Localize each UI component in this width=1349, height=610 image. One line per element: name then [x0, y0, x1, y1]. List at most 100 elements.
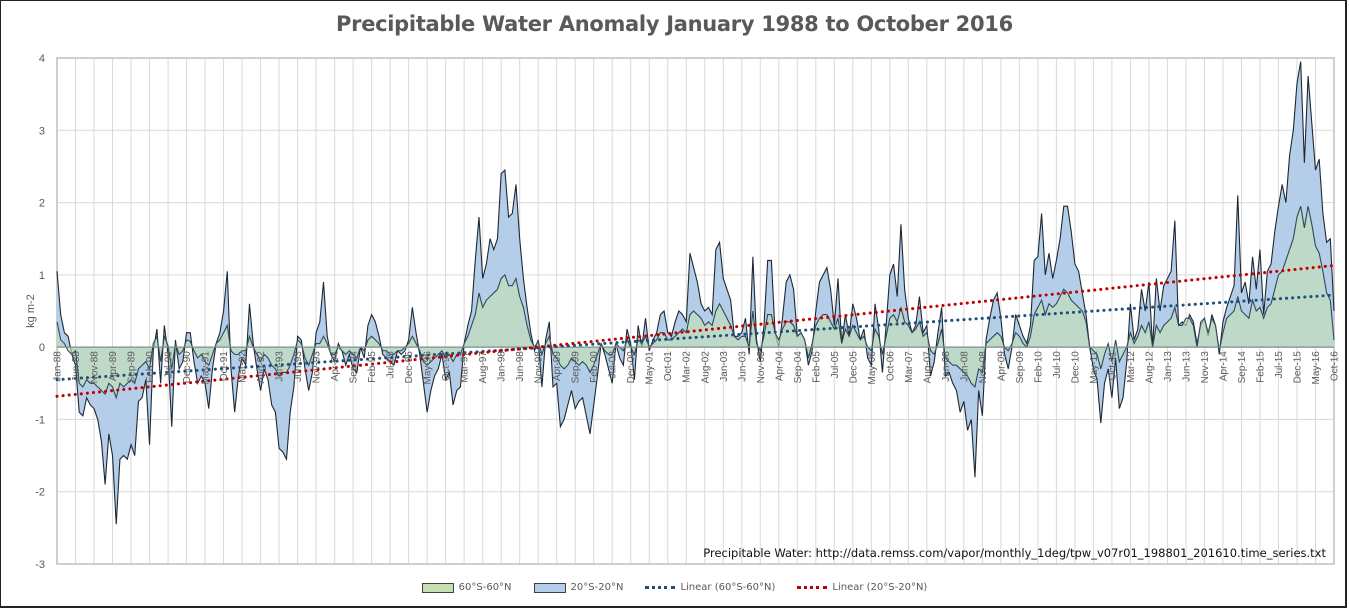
x-tick-label: Jun-98: [515, 351, 526, 382]
x-tick-label: Nov-88: [90, 351, 101, 384]
legend-swatch: [533, 582, 566, 593]
x-tick-label: Feb-95: [367, 351, 378, 383]
x-tick-label: Feb-00: [589, 351, 600, 383]
legend-swatch: [421, 582, 454, 593]
x-tick-label: Jul-15: [1274, 351, 1285, 379]
x-tick-label: Jan-03: [719, 351, 730, 382]
x-tick-label: Nov-98: [534, 351, 545, 384]
x-tick-label: Dec-00: [626, 351, 637, 384]
x-tick-label: Dec-95: [404, 351, 415, 384]
x-tick-label: Aug-02: [700, 351, 711, 384]
x-tick-label: Oct-01: [663, 351, 674, 381]
x-tick-label: Jun-08: [959, 351, 970, 382]
legend-item: Linear (20°S-20°N): [797, 582, 927, 593]
x-tick-label: Apr-94: [330, 351, 341, 381]
trendline-60s-60n: [55, 293, 1336, 382]
x-tick-label: Sep-14: [1237, 351, 1248, 384]
x-tick-label: Oct-16: [1330, 351, 1341, 381]
x-tick-label: Dec-90: [182, 351, 193, 384]
legend-label: 20°S-20°N: [570, 582, 624, 593]
chart-title: Precipitable Water Anomaly January 1988 …: [336, 12, 1013, 36]
x-tick-label: Mar-12: [1126, 351, 1137, 383]
x-tick-label: Nov-13: [1200, 351, 1211, 384]
x-tick-label: Apr-89: [108, 351, 119, 381]
x-tick-label: Jan-13: [1163, 351, 1174, 382]
y-tick-label: 0: [39, 342, 45, 354]
trendline-20s-20n: [55, 263, 1336, 398]
x-tick-label: May-91: [201, 351, 212, 385]
x-tick-label: Oct-91: [219, 351, 230, 381]
x-tick-label: May-06: [867, 351, 878, 385]
x-tick-label: Jan-93: [275, 351, 286, 382]
x-tick-label: Apr-09: [996, 351, 1007, 381]
y-tick-label: -1: [35, 414, 45, 426]
line-60s-60n: [56, 206, 1335, 400]
legend-item: 20°S-20°N: [533, 582, 624, 593]
legend: 60°S-60°N 20°S-20°N Linear (60°S-60°N) Line…: [0, 582, 1349, 593]
x-tick-label: Jun-93: [293, 351, 304, 382]
x-tick-label: May-16: [1311, 351, 1322, 385]
x-tick-label: Jan-88: [53, 351, 64, 382]
x-tick-label: Apr-14: [1218, 351, 1229, 381]
axes: 4 3 2 1 0 -1 -2 -3 Jan-88 Jun-88 Nov-88 Apr-89 Sep-8…: [35, 53, 1340, 571]
x-tick-label: Aug-12: [1144, 351, 1155, 384]
y-tick-label: 1: [39, 270, 45, 282]
x-tick-label: Feb-90: [145, 351, 156, 383]
x-tick-label: Aug-92: [256, 351, 267, 384]
x-tick-label: Aug-07: [922, 351, 933, 384]
legend-label: Linear (20°S-20°N): [832, 582, 928, 593]
area-20s-20n: [57, 61, 1334, 525]
x-tick-label: Sep-09: [1015, 351, 1026, 384]
y-tick-label: 4: [39, 53, 45, 65]
line-20s-20n: [56, 61, 1335, 525]
y-tick-label: -3: [35, 559, 45, 571]
x-tick-label: May-01: [645, 351, 656, 385]
x-tick-label: Sep-94: [349, 351, 360, 384]
series-areas: [56, 61, 1335, 525]
y-tick-label: -2: [35, 487, 45, 499]
x-tick-label: Feb-10: [1033, 351, 1044, 383]
y-axis-label: kg m-2: [25, 294, 37, 328]
x-tick-label: Jun-03: [737, 351, 748, 382]
x-tick-label: May-96: [423, 351, 434, 385]
x-tick-label: Jul-05: [830, 351, 841, 379]
x-tick-label: Aug-97: [478, 351, 489, 384]
x-tick-label: Mar-02: [682, 351, 693, 383]
x-tick-label: Feb-15: [1255, 351, 1266, 383]
x-tick-label: Nov-93: [312, 351, 323, 384]
legend-dotted-line: [797, 586, 828, 589]
legend-label: 60°S-60°N: [458, 582, 512, 593]
x-tick-label: Mar-97: [460, 351, 471, 383]
x-tick-label: Apr-04: [774, 351, 785, 381]
legend-dotted-line: [645, 586, 676, 589]
x-tick-label: Jun-13: [1181, 351, 1192, 382]
x-tick-label: Oct-06: [885, 351, 896, 381]
x-tick-label: Oct-11: [1107, 351, 1118, 381]
x-tick-label: Sep-04: [793, 351, 804, 384]
x-tick-label: Nov-08: [978, 351, 989, 384]
legend-label: Linear (60°S-60°N): [680, 582, 776, 593]
x-tick-label: Jan-08: [941, 351, 952, 382]
x-tick-label: Dec-05: [848, 351, 859, 384]
x-tick-label: Jul-95: [386, 351, 397, 379]
x-tick-label: May-11: [1089, 351, 1100, 384]
x-tick-label: Dec-10: [1070, 351, 1081, 384]
trendlines: [55, 263, 1336, 398]
legend-item: 60°S-60°N: [421, 582, 512, 593]
x-tick-label: Oct-96: [441, 351, 452, 381]
source-annotation: Precipitable Water: http://data.remss.co…: [703, 546, 1326, 560]
x-tick-label: Apr-99: [552, 351, 563, 381]
x-tick-label: Jul-10: [1052, 351, 1063, 379]
x-tick-label: Jan-98: [497, 351, 508, 382]
x-tick-label: Feb-05: [811, 351, 822, 383]
legend-item: Linear (60°S-60°N): [645, 582, 775, 593]
x-tick-label: Sep-99: [571, 351, 582, 384]
x-tick-label: Sep-89: [127, 351, 138, 384]
x-tick-label: Jul-00: [608, 351, 619, 379]
x-tick-label: Jun-88: [71, 351, 82, 382]
x-tick-label: Mar-07: [904, 351, 915, 383]
x-tick-label: Nov-03: [756, 351, 767, 384]
x-tick-label: Dec-15: [1292, 351, 1303, 384]
